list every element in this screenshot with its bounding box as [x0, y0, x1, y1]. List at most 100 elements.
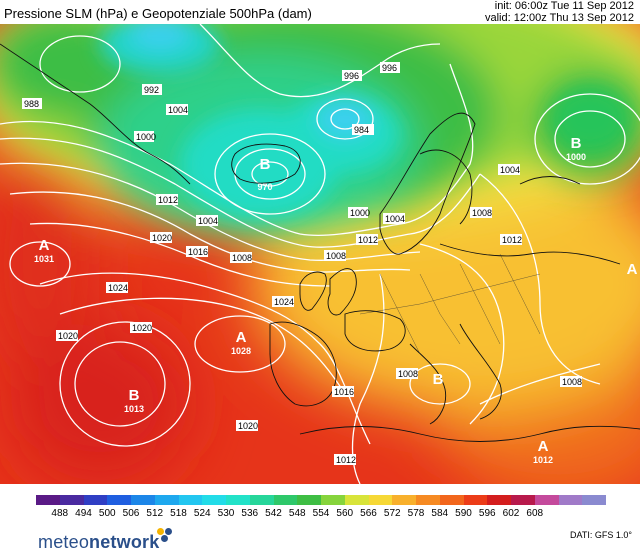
center-low: B — [433, 371, 444, 388]
svg-text:1008: 1008 — [398, 369, 418, 379]
scale-tick-label: 542 — [265, 508, 282, 519]
svg-text:1000: 1000 — [350, 208, 370, 218]
header: Pressione SLM (hPa) e Geopotenziale 500h… — [0, 0, 640, 24]
isobar-label: 1008 — [324, 250, 346, 261]
isobar-label: 1020 — [130, 322, 152, 333]
svg-text:1024: 1024 — [108, 283, 128, 293]
svg-text:B: B — [260, 156, 271, 173]
svg-text:1016: 1016 — [188, 247, 208, 257]
scale-tick-label: 554 — [312, 508, 330, 519]
borders — [359, 253, 541, 355]
scale-tick-label: 608 — [526, 508, 544, 519]
scale-swatch — [59, 495, 84, 505]
scale-tick-label: 596 — [478, 508, 496, 519]
isobar-label: 1008 — [230, 252, 252, 263]
isobar-label: 1008 — [396, 368, 418, 379]
geopotential-field — [0, 24, 640, 484]
svg-text:A: A — [538, 438, 549, 455]
isobar-label: 1024 — [272, 296, 294, 307]
svg-text:1004: 1004 — [385, 214, 405, 224]
scale-swatch — [582, 495, 606, 505]
scale-tick-label: 494 — [75, 508, 92, 519]
coastlines — [0, 43, 640, 442]
scale-tick-label: 602 — [502, 508, 520, 519]
scale-tick-label: 512 — [146, 508, 164, 519]
scale-swatch — [321, 495, 345, 505]
isobar-label: 1008 — [560, 376, 582, 387]
scale-swatch — [392, 495, 416, 505]
isobar-label: 1020 — [56, 330, 78, 341]
scale-tick-label: 518 — [170, 508, 187, 519]
center-low: B 970 — [257, 156, 272, 192]
isobars — [0, 24, 640, 484]
svg-text:988: 988 — [24, 99, 39, 109]
isobar-label: 1004 — [498, 164, 520, 175]
scale-swatch — [107, 495, 131, 505]
init-time: init: 06:00z Tue 11 Sep 2012 — [494, 0, 634, 12]
map-title: Pressione SLM (hPa) e Geopotenziale 500h… — [4, 6, 312, 21]
scale-swatch — [297, 495, 321, 505]
scale-swatch — [416, 495, 440, 505]
isobar-label: 992 — [142, 84, 162, 95]
weather-map: 988 992 996 996 1000 1000 1004 1004 1004… — [0, 24, 640, 484]
scale-ticks: 488 494 500 506 512 518 524 530 536 542 548 554 560 5… — [36, 508, 606, 520]
isobar-label: 1012 — [156, 194, 178, 205]
scale-tick-label: 572 — [383, 508, 401, 519]
svg-text:1020: 1020 — [152, 233, 172, 243]
svg-text:1008: 1008 — [472, 208, 492, 218]
scale-swatch — [154, 495, 179, 505]
svg-text:1012: 1012 — [158, 195, 178, 205]
svg-text:1013: 1013 — [124, 404, 144, 414]
isobar-label: 1020 — [236, 420, 258, 431]
valid-time: valid: 12:00z Thu 13 Sep 2012 — [484, 12, 634, 24]
isobar-label: 996 — [342, 70, 362, 81]
svg-text:1016: 1016 — [334, 387, 354, 397]
scale-tick-label: 530 — [217, 508, 235, 519]
scale-swatch — [487, 495, 511, 505]
svg-text:1008: 1008 — [232, 253, 252, 263]
scale-tick-label: 506 — [122, 508, 140, 519]
scale-swatch — [226, 495, 250, 505]
svg-text:B: B — [571, 135, 582, 152]
isobar-label: 1020 — [150, 232, 172, 243]
center-high: A — [627, 261, 638, 278]
svg-text:1020: 1020 — [132, 323, 152, 333]
scale-swatch — [439, 495, 464, 505]
isobar-label: 1012 — [500, 234, 522, 245]
map-canvas: 988 992 996 996 1000 1000 1004 1004 1004… — [0, 24, 640, 484]
scale-tick-label: 536 — [241, 508, 259, 519]
svg-text:1012: 1012 — [502, 235, 522, 245]
scale-swatch — [202, 495, 226, 505]
scale-swatch — [463, 495, 488, 505]
svg-text:970: 970 — [257, 182, 272, 192]
scale-swatch — [344, 495, 369, 505]
isobar-label: 1004 — [166, 104, 188, 115]
scale-swatch — [83, 495, 108, 505]
svg-text:B: B — [433, 371, 444, 388]
svg-text:1008: 1008 — [326, 251, 346, 261]
scale-swatch — [273, 495, 298, 505]
svg-text:1000: 1000 — [566, 152, 586, 162]
scale-tick-label: 548 — [288, 508, 306, 519]
svg-text:1012: 1012 — [533, 455, 553, 465]
meteonetwork-logo: meteonetwork — [38, 532, 160, 552]
isobar-label: 1008 — [470, 207, 492, 218]
isobar-label: 1004 — [196, 215, 218, 226]
svg-text:1020: 1020 — [238, 421, 258, 431]
scale-tick-label: 524 — [193, 508, 211, 519]
svg-text:1004: 1004 — [198, 216, 218, 226]
scale-tick-label: 560 — [336, 508, 354, 519]
color-scale — [36, 495, 606, 505]
scale-tick-label: 578 — [407, 508, 425, 519]
svg-text:1031: 1031 — [34, 254, 54, 264]
svg-text:1012: 1012 — [336, 455, 356, 465]
isobar-label: 1024 — [106, 282, 128, 293]
scale-tick-label: 590 — [455, 508, 472, 519]
svg-text:A: A — [236, 329, 247, 346]
logo-dots-icon — [157, 528, 181, 544]
